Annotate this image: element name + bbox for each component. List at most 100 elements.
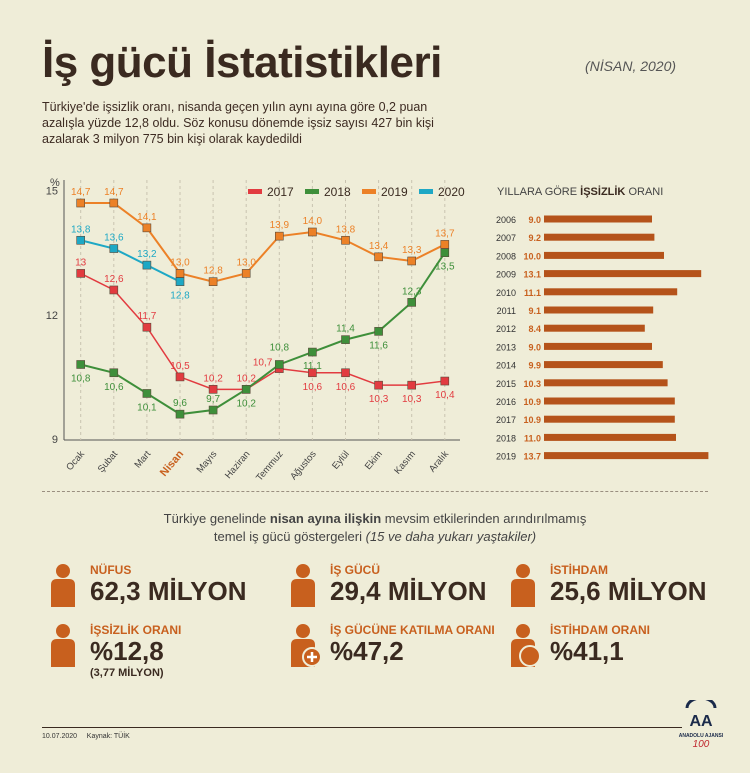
data-point-2019: [341, 235, 350, 245]
data-label-2017: 10,6: [303, 382, 323, 393]
bar-year-label: 2007: [496, 233, 516, 243]
data-point-2017: [407, 380, 417, 390]
data-label-2017: 10,2: [203, 373, 223, 384]
data-point-2019: [142, 223, 152, 233]
data-point-2017: [175, 372, 185, 382]
intro-text: Türkiye'de işsizlik oranı, nisanda geçen…: [42, 100, 434, 146]
legend-label-2020: 2020: [438, 185, 465, 199]
bar: [544, 433, 676, 441]
page-title: İş gücü İstatistikleri: [42, 38, 442, 87]
person-plus-icon: [282, 623, 324, 672]
stat-0: NÜFUS 62,3 MİLYON: [90, 563, 247, 605]
data-point-2018: [109, 368, 119, 378]
bar: [544, 415, 675, 423]
data-label-2019: 13,0: [236, 257, 256, 268]
bar: [544, 379, 668, 387]
data-label-2018: 10,8: [71, 373, 91, 384]
data-point-2019: [440, 240, 450, 249]
bar-value-label: 13.1: [523, 270, 541, 280]
data-point-2017: [341, 368, 350, 378]
data-label-2019: 14,0: [303, 216, 323, 227]
bar-value-label: 13.7: [523, 452, 541, 462]
bar-year-label: 2018: [496, 433, 516, 443]
x-tick-label: Şubat: [96, 449, 121, 475]
legend-swatch-2017: [248, 189, 262, 194]
stat-value: %41,1: [550, 636, 624, 666]
date-label: (NİSAN, 2020): [585, 58, 677, 74]
data-point-2020: [142, 260, 152, 270]
bar-chart: 2006 9.0 2007 9.2 2008 10.0 2009 13.1 2010 11.1 20…: [496, 215, 709, 462]
legend-swatch-2020: [419, 189, 433, 194]
svg-text:AA: AA: [689, 713, 713, 728]
data-label-2019: 13,3: [402, 245, 422, 256]
data-label-2017: 10,5: [170, 361, 190, 372]
bar-value-label: 9.0: [528, 342, 541, 352]
data-point-2017: [308, 368, 317, 378]
bar-year-label: 2019: [496, 452, 516, 462]
legend-label-2018: 2018: [324, 185, 351, 199]
data-label-2018: 10,2: [236, 398, 256, 409]
data-point-2019: [274, 231, 284, 241]
data-point-2018: [308, 347, 317, 357]
line-chart: %15 12 9 Ocak Şubat Mart Nisan Mayıs Haziran Temm…: [46, 177, 465, 483]
data-label-2017: 10,2: [236, 373, 256, 384]
bar: [544, 397, 675, 405]
data-point-2017: [208, 385, 218, 394]
bar-year-label: 2010: [496, 288, 516, 298]
data-label-2019: 14,7: [104, 187, 124, 198]
bar-value-label: 9.2: [528, 233, 541, 243]
x-tick-label: Ocak: [64, 449, 87, 473]
data-point-2018: [76, 360, 85, 369]
bar: [544, 306, 654, 314]
x-tick-label: Ekim: [363, 449, 385, 472]
data-label-2018: 11,4: [336, 324, 355, 335]
data-point-2020: [109, 244, 119, 253]
employees-icon: [502, 563, 544, 612]
data-label-2019: 13,8: [336, 224, 356, 235]
data-label-2017: 10,3: [369, 394, 389, 405]
data-label-2019: 13,0: [170, 257, 190, 268]
data-label-2019: 14,7: [71, 187, 91, 198]
x-tick-label: Mart: [133, 449, 154, 471]
data-label-2019: 14,1: [137, 212, 157, 223]
data-point-2020: [175, 277, 185, 286]
data-label-2019: 12,8: [203, 266, 223, 277]
stat-value: %12,8: [90, 636, 164, 666]
data-label-2017: 11,7: [138, 311, 157, 322]
x-tick-label: Ağustos: [288, 449, 319, 483]
person-pie-icon: [502, 623, 544, 672]
y-tick-label: 9: [52, 434, 58, 446]
y-axis-label: %: [50, 177, 60, 189]
divider: [42, 491, 708, 492]
data-label-2018: 12,3: [402, 286, 422, 297]
legend-label-2019: 2019: [381, 185, 408, 199]
data-point-2018: [407, 298, 417, 307]
worker-icon: [282, 563, 324, 612]
data-point-2019: [109, 198, 119, 208]
data-label-2020: 13,8: [71, 224, 91, 235]
data-point-2018: [274, 360, 284, 369]
data-label-2017: 10,4: [435, 390, 455, 401]
data-label-2018: 13,5: [435, 262, 455, 273]
data-label-2017: 13: [75, 257, 87, 268]
data-label-2018: 11,1: [303, 361, 322, 372]
stat-sub: (3,77 MİLYON): [90, 667, 164, 679]
data-point-2019: [241, 269, 251, 278]
data-point-2017: [142, 322, 152, 332]
x-tick-label: Nisan: [158, 448, 187, 479]
data-label-2018: 10,1: [137, 402, 157, 413]
data-point-2017: [440, 376, 450, 386]
bar-value-label: 11.1: [524, 288, 541, 298]
bar-year-label: 2011: [497, 306, 516, 316]
data-point-2018: [341, 335, 350, 344]
bar-year-label: 2014: [496, 361, 516, 371]
data-point-2018: [208, 405, 218, 415]
bar-value-label: 10.0: [523, 251, 541, 261]
anadolu-ajansi-logo: AA ANADOLU AJANSI 100: [676, 696, 726, 750]
stat-2: İSTİHDAM 25,6 MİLYON: [550, 563, 707, 605]
bar-value-label: 8.4: [528, 324, 541, 334]
data-point-2020: [76, 235, 85, 245]
stat-value: 25,6 MİLYON: [550, 576, 707, 606]
data-label-2018: 9,7: [206, 394, 220, 405]
stat-label: İSTİHDAM: [550, 563, 608, 577]
